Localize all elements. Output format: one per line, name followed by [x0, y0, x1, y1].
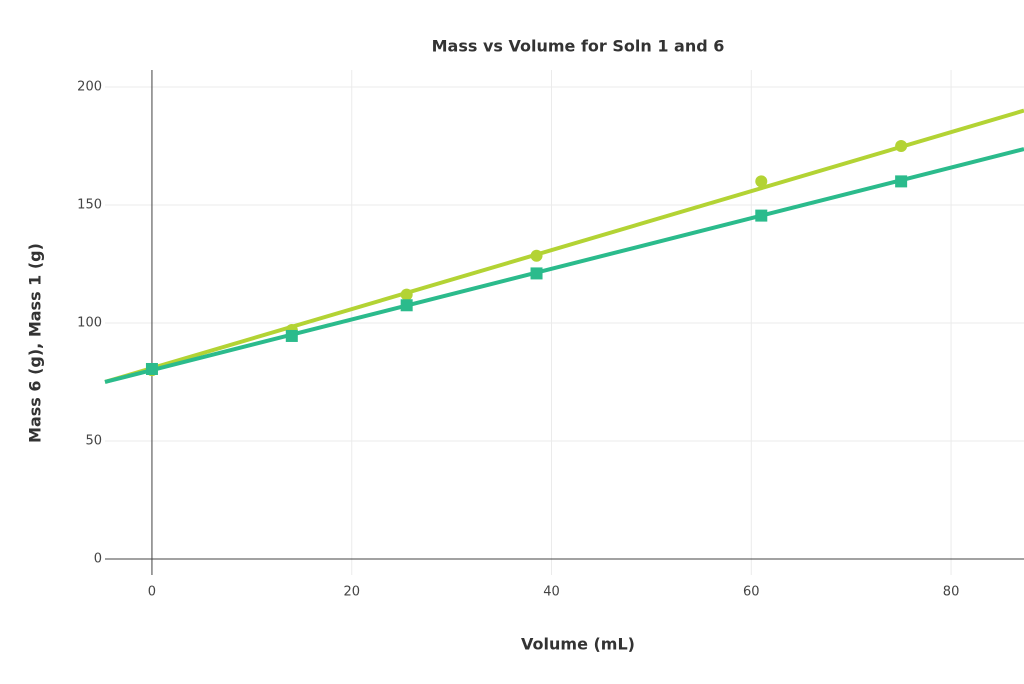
data-point [755, 209, 768, 222]
y-tick-label: 200 [77, 79, 102, 94]
data-point [755, 175, 768, 188]
data-point [285, 329, 298, 342]
y-tick-label: 100 [77, 315, 102, 330]
y-tick-label: 150 [77, 197, 102, 212]
x-axis-label: Volume (mL) [521, 635, 635, 654]
y-tick-label: 0 [94, 551, 102, 566]
data-point [895, 139, 908, 152]
x-tick-label: 60 [743, 585, 760, 600]
y-tick-label: 50 [85, 433, 102, 448]
data-point [400, 288, 413, 301]
x-tick-label: 20 [343, 585, 360, 600]
x-tick-label: 40 [543, 585, 560, 600]
data-point [530, 267, 543, 280]
data-point [145, 362, 158, 375]
x-tick-label: 80 [943, 585, 960, 600]
x-tick-label: 0 [148, 585, 156, 600]
y-axis-label: Mass 6 (g), Mass 1 (g) [26, 243, 45, 443]
fit-line [104, 108, 1024, 384]
data-point [530, 249, 543, 262]
data-point [400, 299, 413, 312]
chart-title: Mass vs Volume for Soln 1 and 6 [432, 37, 725, 56]
fit-line [104, 147, 1024, 384]
data-point [895, 175, 908, 188]
